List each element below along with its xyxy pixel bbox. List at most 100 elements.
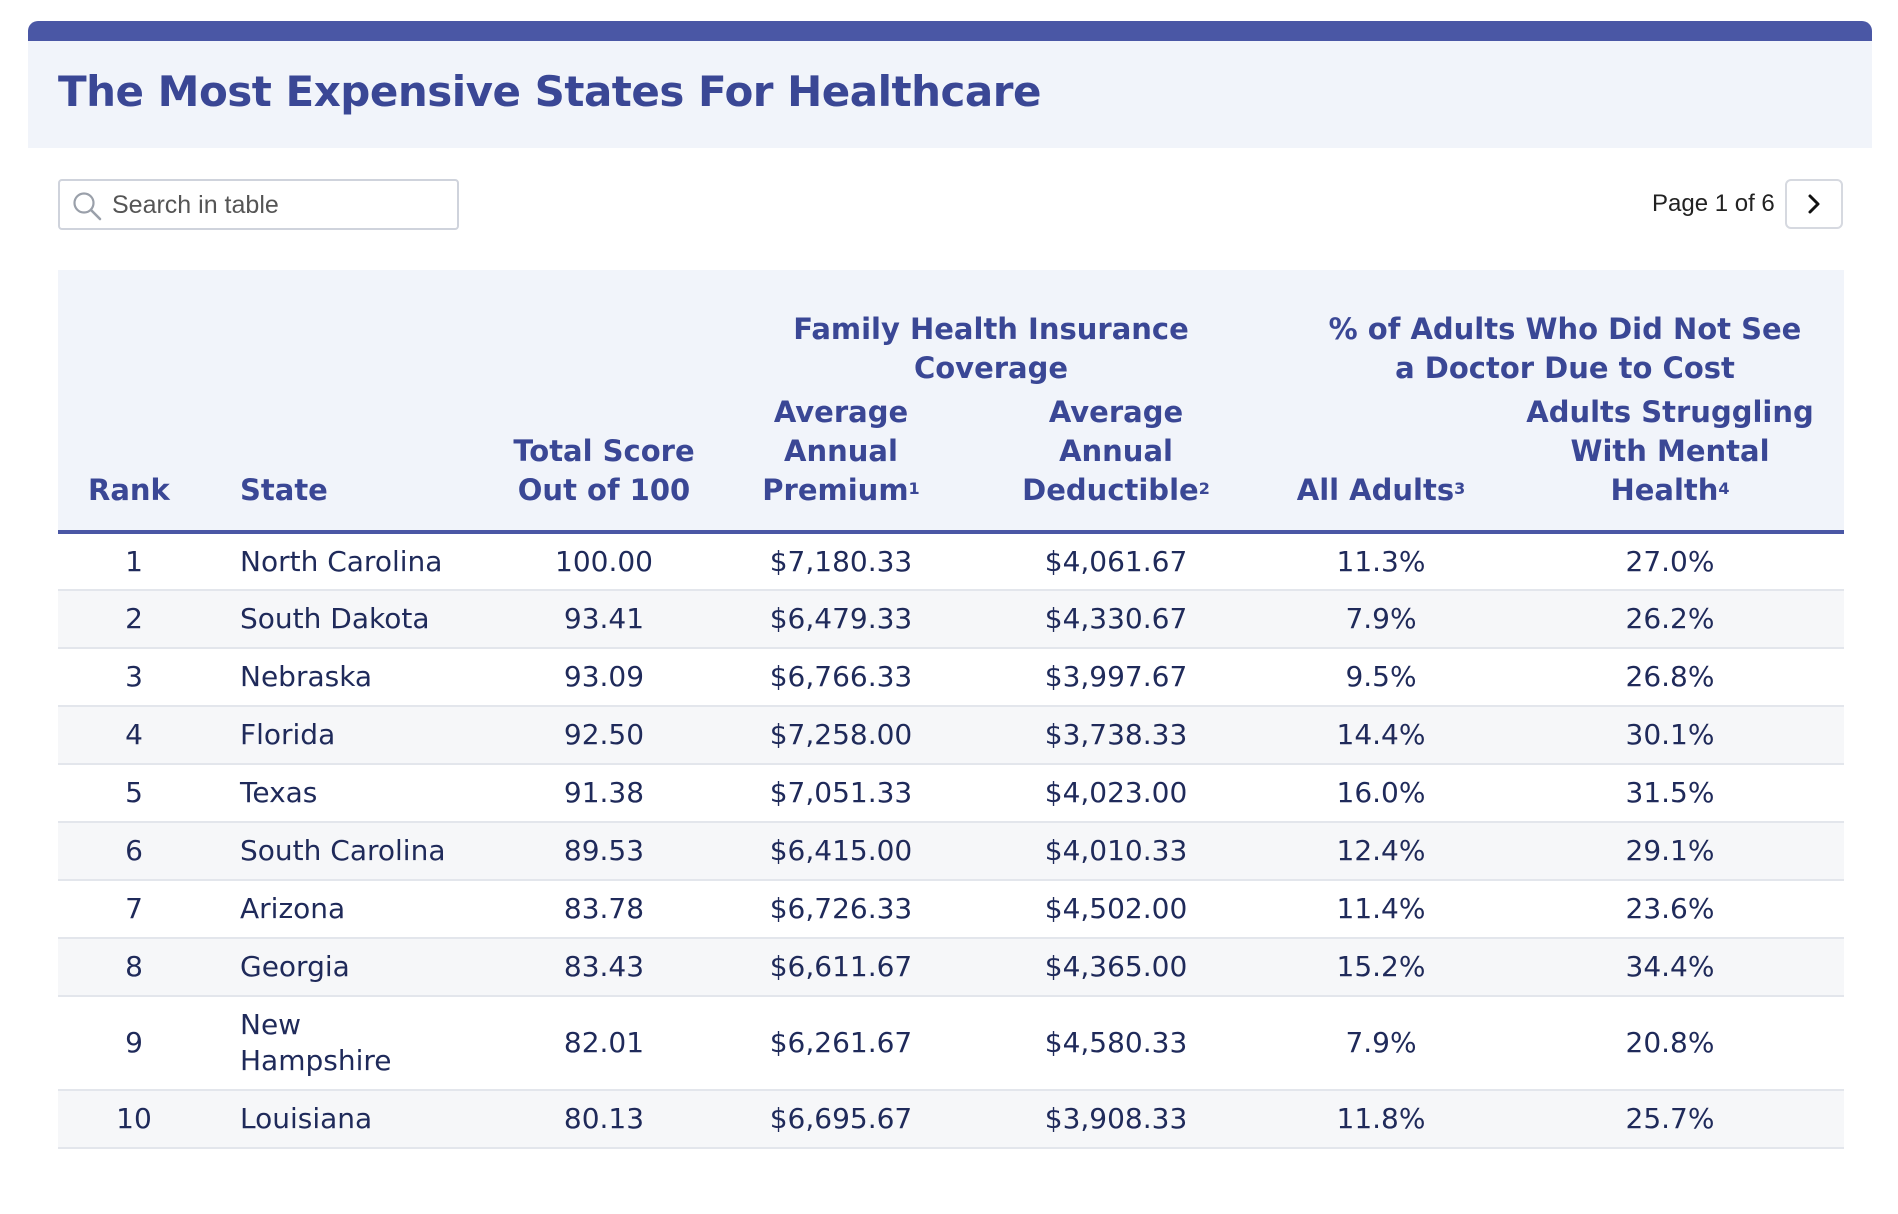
cell-mental-health: 26.2%	[1496, 590, 1845, 649]
cell-all-adults: 7.9%	[1266, 590, 1497, 649]
table-row: 5 Texas 91.38 $7,051.33 $4,023.00 16.0% …	[58, 764, 1845, 823]
cell-rank: 10	[58, 1090, 210, 1149]
cell-premium: $6,611.67	[716, 938, 966, 997]
cell-score: 82.01	[492, 996, 716, 1091]
cell-rank: 2	[58, 590, 210, 649]
cell-all-adults: 12.4%	[1266, 822, 1497, 881]
cell-mental-health: 20.8%	[1496, 996, 1845, 1091]
cell-rank: 8	[58, 938, 210, 997]
search-input[interactable]	[112, 187, 442, 223]
cell-premium: $6,695.67	[716, 1090, 966, 1149]
page-title: The Most Expensive States For Healthcare	[58, 67, 1041, 116]
column-header-rank[interactable]: Rank	[58, 388, 210, 534]
cell-score: 93.09	[492, 648, 716, 707]
cell-all-adults: 11.4%	[1266, 880, 1497, 939]
column-header-state[interactable]: State	[210, 388, 492, 534]
cell-deductible: $4,023.00	[966, 764, 1267, 823]
cell-premium: $6,415.00	[716, 822, 966, 881]
footnote-marker: 4	[1718, 479, 1730, 498]
cell-score: 91.38	[492, 764, 716, 823]
cell-premium: $7,180.33	[716, 532, 966, 591]
cell-premium: $6,479.33	[716, 590, 966, 649]
cell-rank: 6	[58, 822, 210, 881]
table-row: 3 Nebraska 93.09 $6,766.33 $3,997.67 9.5…	[58, 648, 1845, 707]
cell-premium: $7,051.33	[716, 764, 966, 823]
cell-score: 92.50	[492, 706, 716, 765]
cell-mental-health: 23.6%	[1496, 880, 1845, 939]
cell-score: 89.53	[492, 822, 716, 881]
column-header-score[interactable]: Total Score Out of 100	[492, 388, 716, 534]
column-header-premium[interactable]: Average Annual Premium1	[716, 388, 966, 534]
cell-premium: $6,766.33	[716, 648, 966, 707]
cell-rank: 4	[58, 706, 210, 765]
page-indicator: Page 1 of 6	[1652, 190, 1775, 217]
cell-state: South Carolina	[210, 822, 492, 881]
footnote-marker: 1	[908, 479, 920, 498]
cell-mental-health: 25.7%	[1496, 1090, 1845, 1149]
table-row: 6 South Carolina 89.53 $6,415.00 $4,010.…	[58, 822, 1845, 881]
cell-premium: $7,258.00	[716, 706, 966, 765]
cell-deductible: $4,061.67	[966, 532, 1267, 591]
cell-mental-health: 26.8%	[1496, 648, 1845, 707]
cell-state: New Hampshire	[210, 996, 492, 1091]
cell-mental-health: 31.5%	[1496, 764, 1845, 823]
cell-rank: 5	[58, 764, 210, 823]
group-header-family-coverage: Family Health Insurance Coverage	[716, 270, 1267, 388]
search-box[interactable]	[58, 179, 459, 230]
next-page-button[interactable]	[1785, 179, 1843, 229]
table-row: 9 New Hampshire 82.01 $6,261.67 $4,580.3…	[58, 996, 1845, 1091]
cell-score: 83.43	[492, 938, 716, 997]
cell-rank: 9	[58, 996, 210, 1091]
cell-state: South Dakota	[210, 590, 492, 649]
footnote-marker: 3	[1454, 479, 1466, 498]
cell-mental-health: 30.1%	[1496, 706, 1845, 765]
cell-state: Arizona	[210, 880, 492, 939]
chevron-right-icon	[1808, 194, 1820, 214]
column-header-mental-health[interactable]: Adults Struggling With Mental Health4	[1496, 388, 1845, 534]
cell-score: 80.13	[492, 1090, 716, 1149]
cell-state: Nebraska	[210, 648, 492, 707]
cell-deductible: $4,580.33	[966, 996, 1267, 1091]
cell-rank: 7	[58, 880, 210, 939]
table-row: 4 Florida 92.50 $7,258.00 $3,738.33 14.4…	[58, 706, 1845, 765]
cell-state: Texas	[210, 764, 492, 823]
cell-mental-health: 34.4%	[1496, 938, 1845, 997]
group-header-empty	[58, 270, 716, 388]
cell-deductible: $3,997.67	[966, 648, 1267, 707]
table-row: 7 Arizona 83.78 $6,726.33 $4,502.00 11.4…	[58, 880, 1845, 939]
cell-all-adults: 11.8%	[1266, 1090, 1497, 1149]
cell-premium: $6,261.67	[716, 996, 966, 1091]
healthcare-table: Family Health Insurance Coverage % of Ad…	[58, 270, 1845, 1149]
cell-all-adults: 16.0%	[1266, 764, 1497, 823]
cell-mental-health: 29.1%	[1496, 822, 1845, 881]
cell-all-adults: 14.4%	[1266, 706, 1497, 765]
cell-premium: $6,726.33	[716, 880, 966, 939]
cell-all-adults: 15.2%	[1266, 938, 1497, 997]
cell-rank: 3	[58, 648, 210, 707]
title-banner: The Most Expensive States For Healthcare	[28, 21, 1872, 148]
column-header-all-adults[interactable]: All Adults3	[1266, 388, 1497, 534]
cell-mental-health: 27.0%	[1496, 532, 1845, 591]
table-row: 10 Louisiana 80.13 $6,695.67 $3,908.33 1…	[58, 1090, 1845, 1149]
cell-deductible: $4,010.33	[966, 822, 1267, 881]
cell-state: Georgia	[210, 938, 492, 997]
group-header-doctor-cost: % of Adults Who Did Not See a Doctor Due…	[1266, 270, 1845, 388]
table-row: 1 North Carolina 100.00 $7,180.33 $4,061…	[58, 532, 1845, 591]
column-header-row: Rank State Total Score Out of 100 Averag…	[58, 388, 1845, 534]
cell-all-adults: 11.3%	[1266, 532, 1497, 591]
table-row: 8 Georgia 83.43 $6,611.67 $4,365.00 15.2…	[58, 938, 1845, 997]
cell-deductible: $4,330.67	[966, 590, 1267, 649]
cell-state: Louisiana	[210, 1090, 492, 1149]
cell-deductible: $4,502.00	[966, 880, 1267, 939]
cell-score: 100.00	[492, 532, 716, 591]
cell-all-adults: 7.9%	[1266, 996, 1497, 1091]
group-header-row: Family Health Insurance Coverage % of Ad…	[58, 270, 1845, 388]
cell-score: 93.41	[492, 590, 716, 649]
cell-deductible: $3,908.33	[966, 1090, 1267, 1149]
cell-deductible: $3,738.33	[966, 706, 1267, 765]
cell-all-adults: 9.5%	[1266, 648, 1497, 707]
cell-state: Florida	[210, 706, 492, 765]
search-icon	[73, 192, 102, 221]
table-row: 2 South Dakota 93.41 $6,479.33 $4,330.67…	[58, 590, 1845, 649]
column-header-deductible[interactable]: Average Annual Deductible2	[966, 388, 1267, 534]
